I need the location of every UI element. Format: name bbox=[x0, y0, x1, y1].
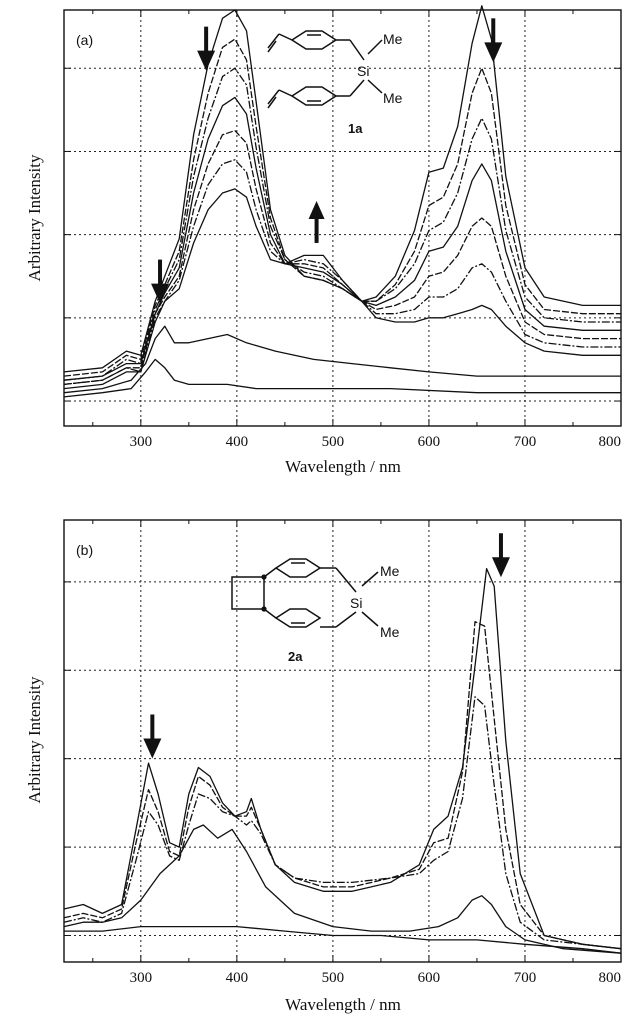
series-line-4-b bbox=[63, 824, 622, 954]
si-bond-top bbox=[349, 39, 365, 61]
axis-ticks-a bbox=[64, 10, 621, 426]
benzene-ring-bottom-b bbox=[274, 608, 322, 628]
me-bond-bottom bbox=[367, 79, 383, 94]
ring-link-top bbox=[263, 567, 277, 578]
arrow-down-2-a bbox=[197, 26, 216, 71]
plot-frame-a bbox=[63, 9, 622, 427]
x-axis-label-b: Wavelength / nm bbox=[285, 995, 401, 1014]
vinyl-link-top bbox=[278, 33, 293, 41]
x-tick-label-400-b: 400 bbox=[226, 970, 249, 986]
x-tick-label-500-a: 500 bbox=[322, 434, 345, 450]
arrow-down-4-a bbox=[484, 18, 503, 63]
structure-1a: Me Si Me 1a bbox=[267, 30, 403, 136]
grid-b bbox=[64, 520, 621, 962]
structure-2a: Me Si Me 2a bbox=[231, 558, 400, 664]
panel-label-a: (a) bbox=[76, 32, 93, 48]
compound-label-1a: 1a bbox=[348, 121, 363, 136]
x-tick-label-800-b: 800 bbox=[599, 970, 622, 986]
vinyl-double-top bbox=[267, 40, 277, 53]
ring-link-bottom bbox=[263, 608, 277, 619]
atom-me-bottom-b: Me bbox=[380, 624, 400, 640]
me-bond-top bbox=[367, 39, 383, 55]
series-line-9-a bbox=[63, 358, 621, 398]
arrows-b bbox=[143, 533, 510, 759]
series-line-5-b bbox=[64, 925, 622, 954]
x-tick-label-600-b: 600 bbox=[418, 970, 441, 986]
vinyl-double-bottom bbox=[267, 96, 277, 109]
benzene-ring-top bbox=[290, 30, 338, 50]
arrow-down-1-a bbox=[151, 259, 170, 304]
series-layer-b bbox=[63, 567, 622, 954]
series-line-3-b bbox=[63, 696, 622, 950]
plot-frame-b bbox=[63, 519, 622, 963]
x-tick-label-600-a: 600 bbox=[418, 434, 441, 450]
arrows-a bbox=[151, 18, 503, 304]
axis-ticks-b bbox=[64, 520, 621, 962]
series-line-6-a bbox=[63, 159, 621, 386]
series-line-2-b bbox=[63, 621, 622, 950]
compound-label-2a: 2a bbox=[288, 649, 303, 664]
y-axis-label-a: Arbitrary Intensity bbox=[25, 154, 44, 281]
me-bond-bottom-b bbox=[361, 611, 379, 627]
series-line-3-a bbox=[63, 67, 621, 381]
x-tick-label-300-a: 300 bbox=[130, 434, 153, 450]
grid-a bbox=[64, 10, 621, 426]
si-bond-top-b bbox=[335, 567, 357, 593]
series-line-7-a bbox=[63, 188, 621, 390]
x-tick-label-700-a: 700 bbox=[514, 434, 537, 450]
series-line-5-a bbox=[63, 129, 621, 386]
vinyl-bond-bottom bbox=[267, 89, 280, 105]
atom-me-top-b: Me bbox=[380, 563, 400, 579]
benzene-ring-top-b bbox=[274, 558, 322, 578]
x-tick-label-800-a: 800 bbox=[599, 434, 622, 450]
panel-label-b: (b) bbox=[76, 542, 93, 558]
atom-me-top-a: Me bbox=[383, 31, 403, 47]
x-tick-label-300-b: 300 bbox=[130, 970, 153, 986]
x-tick-labels-a: 300 400 500 600 700 800 bbox=[130, 434, 621, 450]
atom-me-bottom-a: Me bbox=[383, 90, 403, 106]
series-line-4-a bbox=[63, 96, 621, 381]
benzene-ring-bottom bbox=[290, 86, 338, 106]
series-line-2-a bbox=[63, 38, 621, 377]
x-axis-label-a: Wavelength / nm bbox=[285, 457, 401, 476]
x-tick-labels-b: 300 400 500 600 700 800 bbox=[130, 970, 621, 986]
si-bond-bottom bbox=[349, 79, 365, 97]
me-bond-top-b bbox=[361, 571, 379, 587]
vinyl-bond-top bbox=[267, 33, 280, 49]
vinyl-link-bottom bbox=[278, 89, 293, 97]
atom-si-b: Si bbox=[350, 595, 362, 611]
chart-panel-a: 300 400 500 600 700 800 (a) Wavelength / nm A… bbox=[25, 5, 622, 476]
series-line-8-a bbox=[63, 325, 621, 394]
series-layer-a bbox=[63, 5, 621, 398]
chart-panel-b: 300 400 500 600 700 800 (b) Wavelength / nm A… bbox=[25, 519, 622, 1014]
arrow-down-1-b bbox=[143, 714, 162, 759]
x-tick-label-500-b: 500 bbox=[322, 970, 345, 986]
y-axis-label-b: Arbitrary Intensity bbox=[25, 676, 44, 803]
arrow-up-3-a bbox=[308, 200, 325, 243]
x-tick-label-700-b: 700 bbox=[514, 970, 537, 986]
atom-si-a: Si bbox=[357, 63, 369, 79]
si-bond-bottom-b bbox=[335, 611, 357, 628]
cyclobutane-ring bbox=[231, 576, 265, 610]
arrow-down-2-b bbox=[491, 533, 510, 578]
x-tick-label-400-a: 400 bbox=[226, 434, 249, 450]
series-line-1-a bbox=[63, 5, 621, 373]
